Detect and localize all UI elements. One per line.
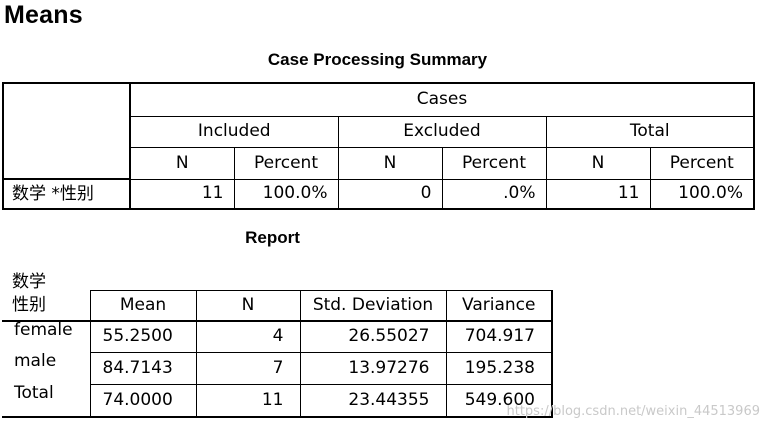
std-deviation-cell: 23.44355: [299, 384, 447, 418]
total-percent: 100.0%: [649, 178, 755, 210]
n-cell: 11: [195, 384, 301, 418]
page-title: Means: [4, 1, 83, 29]
std-deviation-cell: 13.97276: [299, 352, 447, 385]
excluded-percent: .0%: [441, 178, 547, 210]
sub-header: Percent: [233, 146, 339, 180]
excluded-n: 0: [337, 178, 443, 210]
group-header-total: Total: [545, 115, 755, 148]
mean-cell: 84.7143: [89, 352, 197, 385]
included-n: 11: [129, 178, 235, 210]
group-header-included: Included: [129, 115, 339, 148]
mean-cell: 74.0000: [89, 384, 197, 418]
case-processing-table: Cases Included Excluded Total N Percent …: [2, 82, 755, 210]
mean-cell: 55.2500: [89, 320, 197, 353]
included-percent: 100.0%: [233, 178, 339, 210]
case-processing-caption: Case Processing Summary: [267, 50, 488, 69]
variance-cell: 195.238: [445, 352, 553, 385]
sub-header: N: [545, 146, 651, 180]
sub-header: N: [337, 146, 443, 180]
row-group-label: Total: [2, 384, 91, 418]
table-row: male 84.7143 7 13.97276 195.238: [2, 352, 553, 385]
n-cell: 7: [195, 352, 301, 385]
corner-cell: [2, 82, 131, 180]
row-label: 数学 *性别: [2, 178, 131, 210]
group-header-excluded: Excluded: [337, 115, 547, 148]
watermark: https://blog.csdn.net/weixin_44513969: [506, 404, 760, 419]
column-header-variance: Variance: [445, 290, 553, 322]
report-caption: Report: [245, 228, 300, 247]
column-header-n: N: [195, 290, 301, 322]
total-n: 11: [545, 178, 651, 210]
n-cell: 4: [195, 320, 301, 353]
std-deviation-cell: 26.55027: [299, 320, 447, 353]
cases-header: Cases: [129, 82, 755, 117]
sub-header: N: [129, 146, 235, 180]
sub-header: Percent: [649, 146, 755, 180]
sub-header: Percent: [441, 146, 547, 180]
row-group-label: female: [2, 320, 91, 353]
dependent-variable-label: 数学: [12, 272, 46, 292]
variance-cell: 549.600: [445, 384, 553, 418]
column-header-mean: Mean: [89, 290, 197, 322]
table-row: female 55.2500 4 26.55027 704.917: [2, 320, 553, 353]
column-header-group: 性别: [2, 290, 91, 322]
table-row: Total 74.0000 11 23.44355 549.600: [2, 384, 553, 418]
report-table: 性别 Mean N Std. Deviation Variance female…: [2, 290, 553, 418]
variance-cell: 704.917: [445, 320, 553, 353]
row-group-label: male: [2, 352, 91, 385]
column-header-std-deviation: Std. Deviation: [299, 290, 447, 322]
